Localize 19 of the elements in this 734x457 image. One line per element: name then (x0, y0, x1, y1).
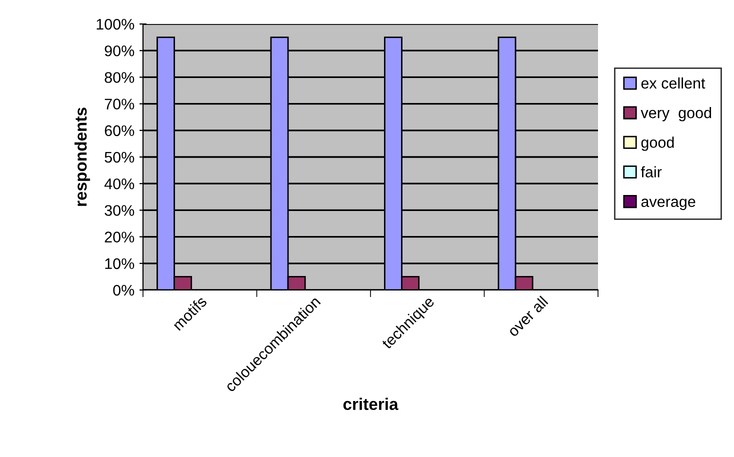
y-tick-label: 20% (104, 232, 134, 242)
y-tick-label: 70% (104, 98, 134, 110)
x-tick-label: over all (506, 296, 548, 338)
legend-label: average (641, 198, 696, 210)
y-tick-label: 0% (113, 284, 134, 296)
y-tick-label: 90% (104, 45, 134, 56)
y-tick-label: 10% (105, 258, 134, 270)
legend-label: good (641, 136, 674, 151)
legend-label: fair (640, 166, 662, 178)
y-axis-title: respondents (74, 108, 90, 206)
legend-label: ex cellent (641, 77, 706, 89)
y-tick-label: 40% (104, 178, 134, 190)
y-tick-label: 60% (104, 125, 134, 136)
y-tick-label: 50% (104, 152, 134, 163)
legend-label: very good (640, 107, 712, 122)
y-tick-label: 30% (104, 205, 134, 216)
y-tick-label: 100% (96, 18, 134, 30)
y-tick-label: 80% (104, 72, 134, 83)
x-axis-title: criteria (343, 398, 398, 410)
